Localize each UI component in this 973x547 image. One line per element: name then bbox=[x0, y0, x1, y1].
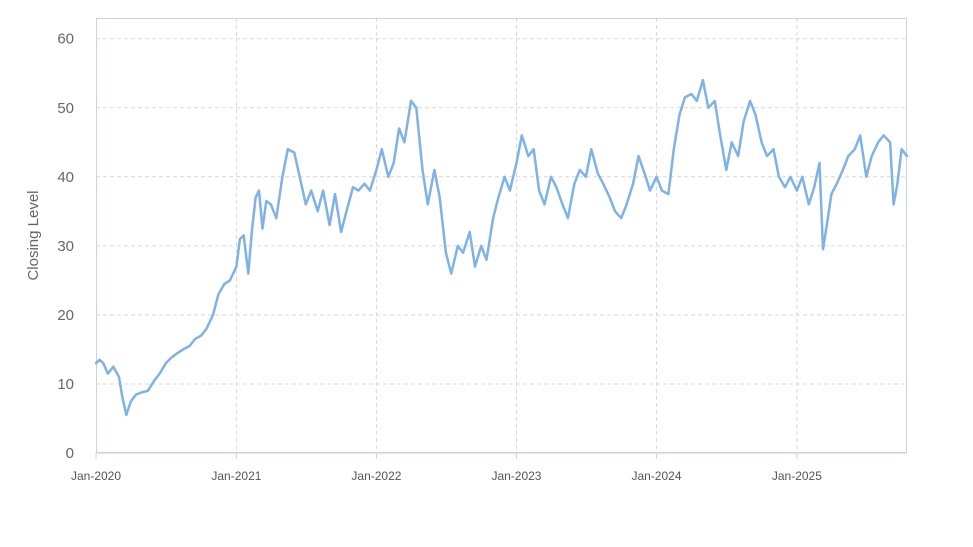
series-line bbox=[94, 78, 909, 417]
x-tick-label: Jan-2021 bbox=[211, 469, 261, 483]
x-tick-label: Jan-2024 bbox=[631, 469, 681, 483]
y-axis-label: Closing Level bbox=[25, 190, 42, 280]
y-tick-label: 30 bbox=[57, 238, 74, 255]
y-tick-label: 20 bbox=[57, 307, 74, 324]
x-tick-label: Jan-2025 bbox=[772, 469, 822, 483]
y-tick-label: 50 bbox=[57, 100, 74, 117]
gridlines bbox=[96, 18, 907, 453]
y-tick-label: 0 bbox=[66, 445, 74, 462]
plot-area bbox=[96, 18, 907, 453]
x-tick-label: Jan-2023 bbox=[491, 469, 541, 483]
series-layer bbox=[94, 78, 909, 417]
x-axis: Jan-2020 Jan-2021 Jan-2022 Jan-2023 Jan-2024… bbox=[71, 452, 907, 483]
x-tick-label: Jan-2022 bbox=[351, 469, 401, 483]
y-tick-label: 60 bbox=[57, 31, 74, 48]
y-tick-label: 10 bbox=[57, 376, 74, 393]
y-axis: 0 10 20 30 40 50 60 bbox=[57, 31, 74, 462]
y-tick-label: 40 bbox=[57, 169, 74, 186]
x-tick-label: Jan-2020 bbox=[71, 469, 121, 483]
